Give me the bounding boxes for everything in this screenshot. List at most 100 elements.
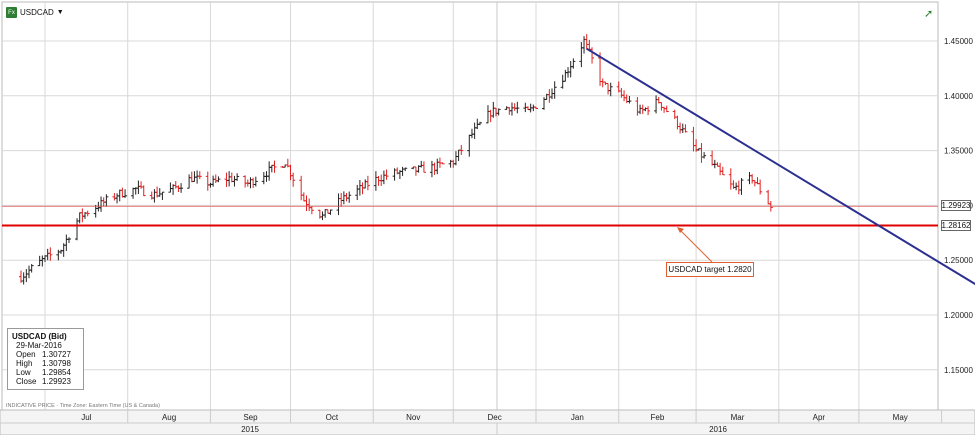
y-tick-label: 1.25000 — [944, 256, 973, 265]
ohlc-bar — [339, 192, 344, 207]
ohlc-bar — [75, 218, 80, 241]
ohlc-bar — [235, 173, 240, 181]
axes: 1.450001.400001.350001.300001.250001.200… — [0, 37, 975, 435]
ohlc-row-open: Open 1.30727 — [12, 350, 79, 359]
ohlc-bar — [736, 180, 741, 195]
ohlc-bar — [229, 172, 234, 183]
ohlc-bar — [288, 164, 293, 181]
month-label: Aug — [162, 413, 176, 422]
ohlc-bar — [662, 106, 667, 113]
trendline — [586, 47, 975, 286]
ohlc-bar — [552, 81, 557, 99]
ohlc-bar — [365, 175, 370, 191]
ohlc-bar — [48, 247, 53, 261]
ohlc-bar — [160, 191, 165, 200]
ohlc-bar — [702, 152, 707, 159]
ohlc-bar — [638, 104, 643, 115]
ohlc-bar — [512, 103, 517, 111]
ohlc-bar — [469, 128, 474, 139]
ohlc-bar — [459, 144, 464, 155]
caret-down-icon[interactable]: ▼ — [56, 9, 64, 16]
ohlc-bar — [654, 95, 659, 114]
ohlc-bar — [496, 108, 501, 116]
ohlc-bar — [112, 192, 117, 201]
ohlc-bar — [136, 180, 141, 194]
ohlc-bar — [21, 272, 26, 285]
y-tick-label: 1.15000 — [944, 366, 973, 375]
ohlc-bar — [320, 211, 325, 221]
ohlc-bar — [419, 160, 424, 168]
ohlc-value: 1.29923 — [42, 377, 71, 386]
ohlc-bar — [131, 187, 136, 199]
ohlc-bar — [26, 265, 31, 279]
ohlc-bar — [187, 174, 192, 189]
ohlc-bar — [115, 193, 120, 204]
target-annotation: USDCAD target 1.2820 — [666, 262, 754, 277]
ohlc-bar — [750, 174, 755, 184]
ohlc-bar — [643, 107, 648, 112]
ohlc-date: 29-Mar-2016 — [16, 341, 62, 350]
ohlc-bar — [216, 176, 221, 183]
ohlc-bar — [307, 198, 312, 212]
target-price-tag: 1.28162 — [941, 220, 971, 231]
ohlc-bar — [269, 164, 274, 173]
annotation-arrow-head — [677, 227, 684, 233]
ohlc-bar — [64, 234, 69, 251]
ohlc-bar — [600, 78, 605, 88]
month-label: Nov — [406, 413, 420, 422]
ohlc-bar — [224, 172, 229, 187]
ohlc-value: 1.29854 — [42, 368, 71, 377]
ohlc-bar — [341, 191, 346, 205]
ohlc-bar — [646, 106, 651, 116]
ohlc-bars — [18, 34, 773, 285]
ohlc-bar — [253, 176, 258, 187]
ohlc-bar — [568, 61, 573, 78]
ohlc-key: Close — [16, 377, 37, 386]
month-label: Apr — [813, 413, 826, 422]
ohlc-bar — [429, 160, 434, 178]
ohlc-bar — [232, 175, 237, 187]
ohlc-bar — [571, 58, 576, 69]
ohlc-bar — [208, 182, 213, 188]
ohlc-bar — [608, 82, 613, 97]
ohlc-bar — [267, 161, 272, 181]
ohlc-bar — [453, 151, 458, 166]
ohlc-bar — [720, 166, 725, 176]
ohlc-bar — [173, 180, 178, 189]
ohlc-bar — [691, 126, 696, 152]
ohlc-bar — [195, 170, 200, 184]
ohlc-value: 1.30798 — [42, 359, 71, 368]
ohlc-bar — [467, 134, 472, 157]
ohlc-bar — [197, 171, 202, 180]
ohlc-bar — [192, 171, 197, 182]
ohlc-bar — [606, 83, 611, 95]
ohlc-bar — [739, 178, 744, 195]
horizontal-levels — [2, 205, 938, 227]
ohlc-bar — [248, 177, 253, 189]
trendline-segment — [586, 47, 975, 286]
ohlc-bar — [139, 181, 144, 189]
chart-header[interactable]: Fx USDCAD ▼ — [6, 7, 64, 18]
ohlc-bar — [363, 179, 368, 189]
ohlc-bar — [40, 255, 45, 267]
ohlc-bar — [699, 142, 704, 163]
ohlc-bar — [189, 171, 194, 183]
ohlc-bar — [93, 204, 98, 218]
ohlc-bar — [563, 69, 568, 82]
ohlc-key: Open — [16, 350, 36, 359]
ohlc-bar — [403, 167, 408, 172]
ohlc-bar — [347, 191, 352, 203]
year-label: 2015 — [241, 425, 259, 434]
ohlc-bar — [45, 248, 50, 261]
trend-up-icon[interactable]: ➚ — [924, 8, 934, 20]
ohlc-bar — [67, 237, 72, 244]
symbol-label: USDCAD — [20, 8, 54, 17]
ohlc-bar — [435, 158, 440, 175]
ohlc-bar — [534, 106, 538, 110]
month-label: Mar — [731, 413, 745, 422]
ohlc-bar — [381, 170, 386, 185]
ohlc-bar — [251, 177, 256, 189]
ohlc-bar — [80, 208, 85, 223]
ohlc-row-low: Low 1.29854 — [12, 368, 79, 377]
ohlc-bar — [710, 150, 715, 166]
